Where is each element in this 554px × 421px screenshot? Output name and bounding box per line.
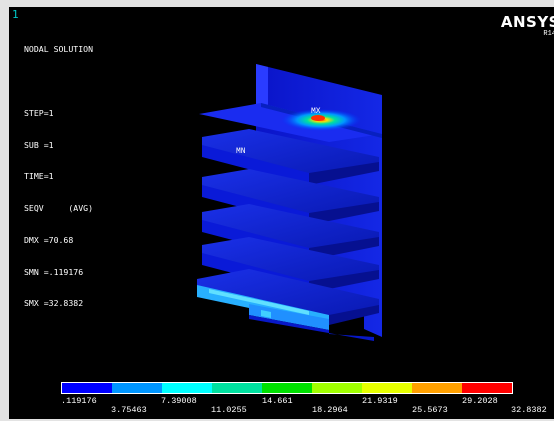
solution-info: NODAL SOLUTION STEP=1 SUB =1 TIME=1 SEQV… <box>24 23 93 330</box>
legend-band-2 <box>112 383 162 393</box>
window-number: 1 <box>12 8 19 21</box>
legend-color-bar <box>61 382 513 394</box>
info-title: NODAL SOLUTION <box>24 44 94 55</box>
legend-label: 3.75463 <box>111 405 147 415</box>
info-smx: SMX =32.8382 <box>24 298 84 309</box>
fea-model-render: MX MN <box>197 64 382 341</box>
graphics-viewport[interactable]: 1 NODAL SOLUTION STEP=1 SUB =1 TIME=1 SE… <box>9 7 554 419</box>
info-dmx: DMX =70.68 <box>24 234 74 245</box>
info-time: TIME=1 <box>24 171 54 182</box>
legend-label: 18.2964 <box>312 405 348 415</box>
legend-band-6 <box>312 383 362 393</box>
legend-band-1 <box>62 383 112 393</box>
legend-label: 21.9319 <box>362 396 398 406</box>
top-flange <box>199 103 382 142</box>
legend-label: 14.661 <box>262 396 293 406</box>
max-marker: MX <box>311 107 321 116</box>
min-marker: MN <box>236 147 246 156</box>
ansys-logo: ANSYS <box>500 13 554 31</box>
info-sub: SUB =1 <box>24 139 54 150</box>
bottom-block <box>249 304 374 341</box>
legend-label: 11.0255 <box>211 405 247 415</box>
legend-band-5 <box>262 383 312 393</box>
legend-band-7 <box>362 383 412 393</box>
legend-band-4 <box>212 383 262 393</box>
legend-label: 29.2028 <box>462 396 498 406</box>
legend-band-8 <box>412 383 462 393</box>
legend-label: 7.39008 <box>161 396 197 406</box>
info-seqv: SEQV (AVG) <box>24 203 94 214</box>
legend-label: 32.8382 <box>511 405 547 415</box>
legend-label: .119176 <box>61 396 97 406</box>
fin-1 <box>202 129 379 185</box>
legend-band-3 <box>162 383 212 393</box>
contour-legend: .119176 3.75463 7.39008 11.0255 14.661 1… <box>61 380 547 419</box>
info-step: STEP=1 <box>24 107 54 118</box>
legend-label: 25.5673 <box>412 405 448 415</box>
legend-band-9 <box>462 383 512 393</box>
release-label: R14 <box>543 30 554 38</box>
info-smn: SMN =.119176 <box>24 266 84 277</box>
